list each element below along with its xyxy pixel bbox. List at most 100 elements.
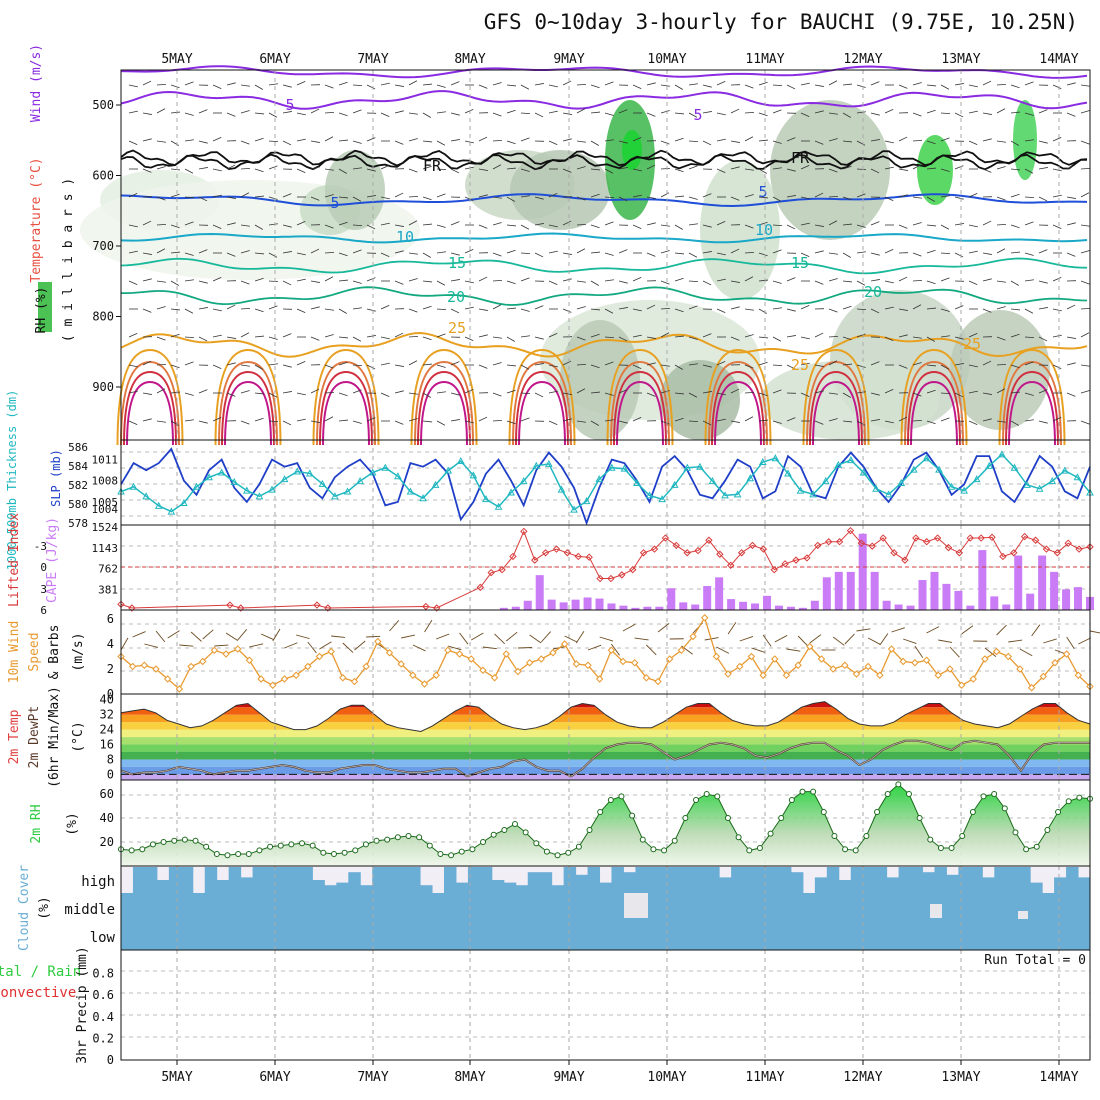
wind-barb bbox=[800, 196, 810, 200]
wind-barb bbox=[576, 83, 587, 86]
cape-bar bbox=[798, 607, 807, 610]
cloud-high-bar bbox=[216, 880, 230, 893]
temp-contour-5 bbox=[120, 193, 1088, 208]
wind-barb bbox=[996, 223, 1007, 226]
cape-bar bbox=[703, 586, 712, 610]
wind-barb bbox=[184, 112, 194, 116]
wind-barb bbox=[590, 333, 600, 338]
wind-barb bbox=[366, 224, 376, 230]
wind-barb bbox=[198, 307, 208, 310]
wind-speed-marker bbox=[163, 675, 172, 683]
temp-band bbox=[121, 752, 1090, 760]
wind-barb bbox=[366, 335, 376, 338]
wind-barb bbox=[926, 420, 936, 425]
wind-barb bbox=[296, 252, 306, 256]
temp-contour-surface bbox=[512, 360, 572, 446]
wind-barb bbox=[562, 138, 572, 142]
wind-barb bbox=[422, 305, 432, 310]
wind-barb bbox=[940, 308, 950, 312]
wind-barb-10m bbox=[1031, 624, 1041, 637]
wind-barb bbox=[212, 276, 222, 282]
rh-marker bbox=[554, 852, 561, 859]
cloud-high-bar bbox=[970, 867, 983, 893]
rh-marker bbox=[256, 847, 263, 854]
wind-barb bbox=[828, 252, 838, 255]
temp-band bbox=[121, 729, 1090, 738]
wind-barb bbox=[1080, 364, 1090, 367]
y-tick-label: 600 bbox=[92, 169, 114, 183]
wind-barb bbox=[352, 420, 362, 424]
wind-barb bbox=[1010, 333, 1020, 338]
li-tick: 6 bbox=[40, 604, 47, 617]
wind-barb bbox=[982, 360, 992, 366]
wind-barb bbox=[996, 306, 1006, 310]
rh-marker bbox=[480, 839, 487, 845]
li-marker bbox=[607, 574, 615, 583]
wind-barb bbox=[646, 196, 656, 199]
thickness-marker bbox=[595, 475, 604, 483]
wind-barb bbox=[1038, 249, 1048, 254]
wind-barb bbox=[590, 420, 599, 426]
wind-barb bbox=[632, 224, 642, 230]
wind-barb-10m bbox=[797, 635, 809, 647]
wind-barb bbox=[450, 112, 460, 116]
thickness-marker bbox=[708, 477, 717, 485]
li-tick: -3 bbox=[34, 540, 47, 553]
wind-barb bbox=[1080, 390, 1090, 394]
wind-barb bbox=[184, 221, 194, 226]
temp-contour-surface bbox=[1008, 380, 1056, 446]
thickness-marker bbox=[532, 461, 541, 469]
cloud-high-bar bbox=[1066, 867, 1079, 893]
wind-barb bbox=[268, 140, 279, 143]
rh-marker bbox=[426, 842, 433, 849]
ylabel-total-rain: Total / Rain bbox=[0, 964, 81, 980]
wind-speed-marker bbox=[1004, 652, 1012, 661]
wind-barb bbox=[408, 168, 418, 173]
rh-legend-swatch bbox=[38, 282, 52, 332]
cape-bar bbox=[1062, 589, 1071, 610]
dewpoint-line-inner bbox=[120, 740, 1090, 777]
cape-bar bbox=[607, 603, 616, 610]
cloud-high-bar bbox=[719, 877, 732, 893]
wind-barb bbox=[352, 140, 362, 144]
wind-barb bbox=[702, 251, 712, 254]
wind-barb bbox=[828, 278, 838, 282]
wind-barb bbox=[212, 364, 222, 370]
cape-bar bbox=[894, 604, 903, 610]
panel-upper-air: 5 5 5 5 10 10 15 15 20 20 25 25 25 FR FR bbox=[80, 65, 1091, 446]
date-label-top: 7MAY bbox=[357, 52, 388, 67]
wind-barb-10m bbox=[774, 635, 788, 643]
wind-barb bbox=[632, 168, 642, 172]
cloud-high-bar bbox=[420, 885, 433, 893]
wind-barb bbox=[828, 168, 838, 173]
wind-barb bbox=[520, 335, 530, 338]
wind-barb bbox=[744, 364, 754, 369]
wind-barb bbox=[296, 168, 306, 174]
wind-barb bbox=[814, 250, 824, 254]
wind-barb bbox=[324, 224, 334, 229]
wind-barb bbox=[562, 418, 572, 422]
wind-barb bbox=[590, 84, 600, 89]
cloud-high-bar bbox=[455, 882, 469, 893]
temp-contour-surface bbox=[508, 348, 576, 446]
rh-marker bbox=[373, 837, 380, 844]
wind-barb bbox=[926, 336, 935, 342]
wind-barb-10m bbox=[471, 632, 484, 641]
wind-barb bbox=[632, 364, 642, 370]
wind-barb bbox=[590, 111, 600, 114]
wind-barb bbox=[408, 335, 419, 338]
wind-speed-marker bbox=[525, 659, 534, 667]
wind-barb bbox=[842, 363, 852, 366]
wind-barb-10m bbox=[938, 639, 953, 643]
wind-barb bbox=[506, 140, 516, 145]
wind-barb bbox=[828, 392, 838, 395]
wind-barb bbox=[324, 136, 334, 142]
rh-tick: 20 bbox=[100, 835, 114, 849]
wind-barb bbox=[380, 82, 390, 86]
cape-bar bbox=[906, 605, 915, 610]
wind-barb bbox=[884, 108, 894, 114]
wind-barb bbox=[394, 390, 404, 394]
wind-barb bbox=[1010, 84, 1020, 89]
wind-barb bbox=[982, 112, 992, 115]
wind-barb bbox=[982, 308, 992, 313]
